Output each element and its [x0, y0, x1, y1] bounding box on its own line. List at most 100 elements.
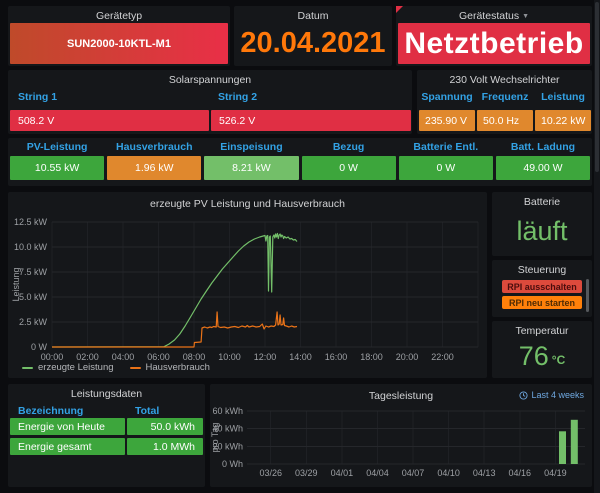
panel-datum: Datum 20.04.2021 [234, 6, 392, 66]
svg-text:12:00: 12:00 [254, 352, 277, 362]
stat-value: 8.21 kW [204, 156, 299, 180]
legend-dash-icon [22, 366, 33, 369]
rpi-ausschalten-button[interactable]: RPI ausschalten [502, 280, 582, 293]
panel-error-corner-icon [396, 6, 403, 13]
stat-label: Bezug [332, 141, 365, 153]
panel-solarspannungen: Solarspannungen String 1 String 2 508.2 … [8, 70, 412, 134]
svg-text:0 W: 0 W [31, 342, 48, 352]
svg-text:04/01: 04/01 [331, 468, 354, 478]
stat-hausverbrauch: Hausverbrauch 1.96 kW [107, 140, 202, 180]
stat-value: 1.96 kW [107, 156, 202, 180]
pv-chart-legend: erzeugte Leistung Hausverbrauch [22, 362, 210, 373]
chevron-down-icon: ▼ [522, 13, 530, 20]
temperatur-value-wrap: 76 °C [492, 337, 592, 376]
svg-text:20:00: 20:00 [396, 352, 419, 362]
svg-text:12.5 kW: 12.5 kW [14, 217, 48, 227]
svg-text:00:00: 00:00 [41, 352, 64, 362]
svg-text:2.5 kW: 2.5 kW [19, 317, 48, 327]
svg-text:60 kWh: 60 kWh [212, 406, 243, 416]
panel-geraetestatus: Gerätestatus ▼ Netztbetrieb [396, 6, 592, 66]
pv-leistung-chart[interactable]: 0 W 2.5 kW 5.0 kW 7.5 kW 10.0 kW 12.5 kW 00:00… [8, 192, 487, 378]
stat-value: 10.55 kW [10, 156, 105, 180]
tagesleistung-chart[interactable]: 0 Wh 20 kWh 40 kWh 60 kWh 03/26 03/29 04/01 04/… [210, 384, 592, 487]
svg-text:04/13: 04/13 [473, 468, 496, 478]
stat-batt-ladung: Batt. Ladung 49.00 W [495, 140, 591, 180]
stat-bezug: Bezug 0 W [301, 140, 396, 180]
panel-batterie: Batterie läuft [492, 192, 592, 256]
svg-text:04/10: 04/10 [437, 468, 460, 478]
panel-title-solarspannungen: Solarspannungen [168, 74, 252, 86]
svg-text:16:00: 16:00 [325, 352, 348, 362]
legend-hausverbrauch[interactable]: Hausverbrauch [129, 362, 210, 373]
time-range-override[interactable]: Last 4 weeks [519, 390, 584, 400]
panel-temperatur: Temperatur 76 °C [492, 321, 592, 378]
col-header-string1: String 1 [18, 91, 58, 103]
pv-chart-title: erzeugte PV Leistung und Hausverbrauch [150, 198, 345, 210]
temperatur-unit: °C [551, 352, 566, 367]
stat-label: Batt. Ladung [510, 141, 576, 153]
svg-text:04/19: 04/19 [544, 468, 567, 478]
legend-label: Hausverbrauch [145, 362, 210, 373]
stat-label: Einspeisung [220, 141, 283, 153]
clock-icon [519, 390, 529, 400]
col-header-frequenz: Frequenz [481, 91, 529, 103]
svg-text:06:00: 06:00 [147, 352, 170, 362]
panel-geraetetyp: Gerätetyp SUN2000-10KTL-M1 [8, 6, 230, 66]
svg-text:22:00: 22:00 [431, 352, 454, 362]
panel-title-datum: Datum [297, 10, 329, 22]
svg-text:0 Wh: 0 Wh [222, 459, 243, 469]
svg-text:04/07: 04/07 [402, 468, 425, 478]
panel-title-wechselrichter: 230 Volt Wechselrichter [449, 74, 560, 86]
panel-title-leistungsdaten: Leistungsdaten [70, 388, 143, 400]
spannung-value: 235.90 V [419, 110, 475, 131]
stat-value: 0 W [301, 156, 396, 180]
svg-text:10:00: 10:00 [218, 352, 241, 362]
svg-text:03/29: 03/29 [295, 468, 318, 478]
panel-title-steuerung: Steuerung [517, 264, 567, 276]
frequenz-value: 50.0 Hz [477, 110, 533, 131]
svg-text:20 kWh: 20 kWh [212, 441, 243, 451]
table-cell-energie-heute: Energie von Heute [10, 418, 125, 435]
panel-title-geraetestatus[interactable]: Gerätestatus ▼ [396, 9, 592, 23]
legend-label: erzeugte Leistung [38, 362, 114, 373]
svg-text:08:00: 08:00 [183, 352, 206, 362]
table-cell-energie-gesamt: Energie gesamt [10, 438, 125, 455]
svg-text:pro Tag: pro Tag [210, 423, 220, 453]
page-scrollbar-thumb[interactable] [595, 2, 599, 172]
temperatur-value: 76 [518, 341, 549, 371]
time-range-label: Last 4 weeks [531, 390, 584, 400]
svg-text:02:00: 02:00 [76, 352, 99, 362]
svg-text:7.5 kW: 7.5 kW [19, 267, 48, 277]
table-cell-energie-gesamt-total: 1.0 MWh [127, 438, 203, 455]
datum-value: 20.04.2021 [240, 27, 386, 59]
steuerung-scrollbar[interactable] [586, 279, 589, 312]
geraetetyp-value: SUN2000-10KTL-M1 [10, 23, 228, 64]
panel-steuerung: Steuerung RPI ausschalten RPI neu starte… [492, 260, 592, 317]
tagesleistung-title: Tagesleistung [368, 390, 434, 402]
panel-title-temperatur: Temperatur [515, 325, 569, 337]
col-header-string2: String 2 [218, 91, 258, 103]
panel-wechselrichter: 230 Volt Wechselrichter Spannung Frequen… [417, 70, 592, 134]
geraetestatus-value: Netztbetrieb [398, 23, 590, 64]
col-header-spannung: Spannung [421, 91, 473, 103]
legend-erzeugte-leistung[interactable]: erzeugte Leistung [22, 362, 114, 373]
col-header-bezeichnung: Bezeichnung [18, 405, 84, 417]
geraetestatus-title-text: Gerätestatus [458, 10, 520, 22]
stat-label: Hausverbrauch [116, 141, 193, 153]
stat-batterie-entl: Batterie Entl. 0 W [398, 140, 493, 180]
panel-title-geraetetyp: Gerätetyp [95, 10, 143, 22]
string2-value: 526.2 V [211, 110, 411, 131]
panel-leistungsdaten: Leistungsdaten Bezeichnung Total Energie… [8, 384, 205, 487]
svg-text:14:00: 14:00 [289, 352, 312, 362]
panel-pv-chart: erzeugte PV Leistung und Hausverbrauch 0… [8, 192, 487, 378]
stat-label: Batterie Entl. [413, 141, 479, 153]
legend-dash-icon [129, 366, 141, 369]
svg-text:18:00: 18:00 [360, 352, 383, 362]
page-scrollbar[interactable] [594, 0, 600, 493]
svg-text:5.0 kW: 5.0 kW [19, 292, 48, 302]
panel-tagesleistung: Tagesleistung Last 4 weeks 0 Wh 20 kWh 40 … [210, 384, 592, 487]
leistung-value: 10.22 kW [535, 110, 591, 131]
rpi-neustart-button[interactable]: RPI neu starten [502, 296, 582, 309]
svg-text:04/16: 04/16 [509, 468, 532, 478]
